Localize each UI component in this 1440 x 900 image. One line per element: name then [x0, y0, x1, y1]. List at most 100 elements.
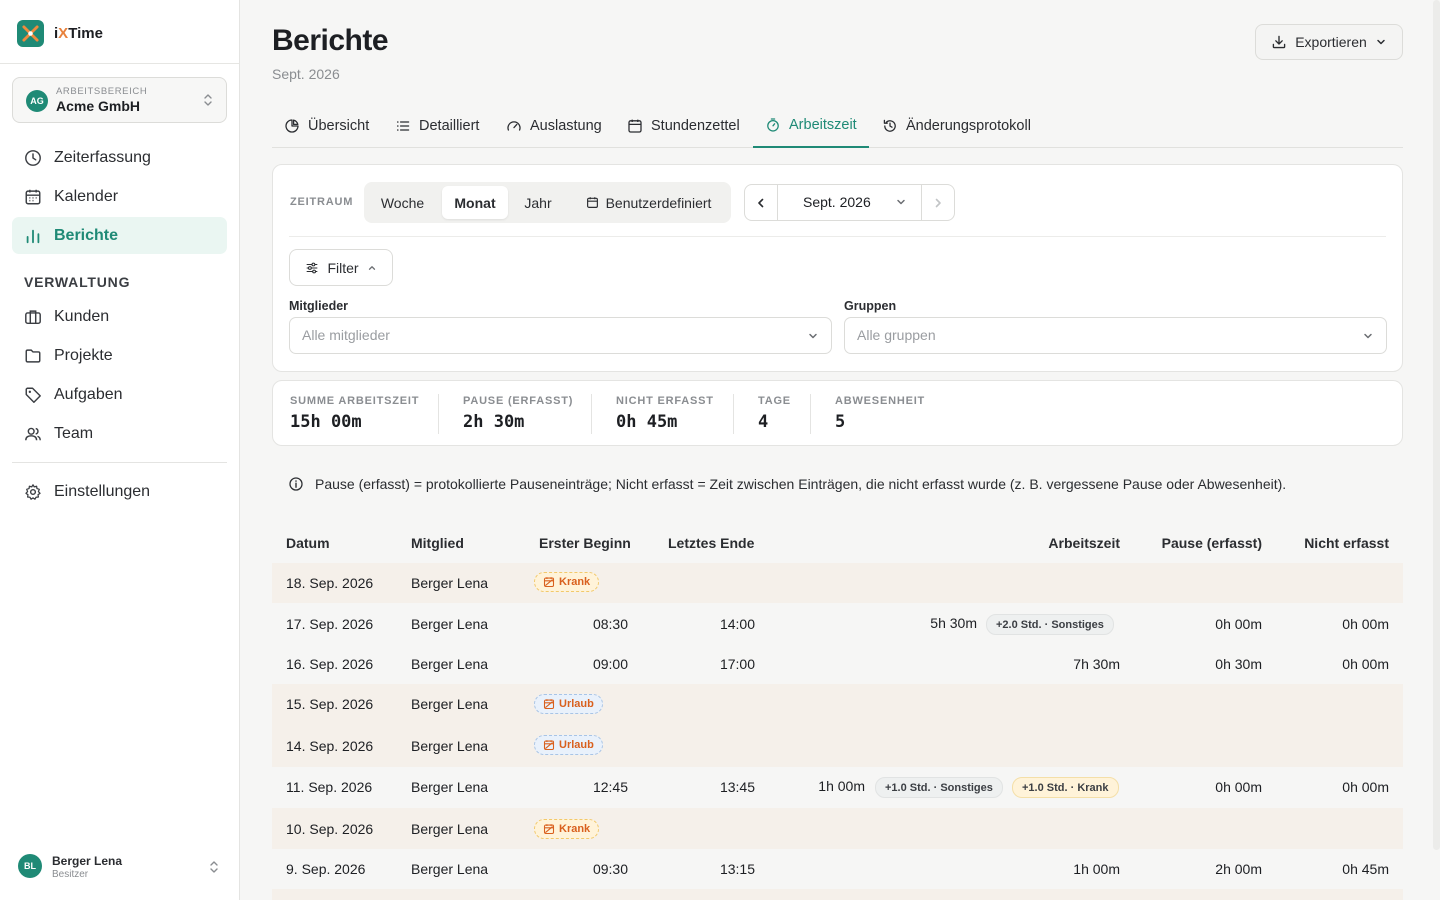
export-button[interactable]: Exportieren: [1255, 24, 1403, 60]
tab-aenderungsprotokoll[interactable]: Änderungsprotokoll: [870, 104, 1043, 148]
period-value[interactable]: Sept. 2026: [803, 194, 871, 210]
table-row[interactable]: 10. Sep. 2026 Berger Lena Krank: [272, 808, 1403, 849]
table-row[interactable]: 18. Sep. 2026 Berger Lena Krank: [272, 563, 1403, 603]
table-row[interactable]: 9. Sep. 2026 Berger Lena 09:30 13:15 1h …: [272, 849, 1403, 889]
nav-item-projekte[interactable]: Projekte: [12, 337, 227, 374]
stat-value: 0h 45m: [616, 412, 678, 432]
stat-untracked: NICHT ERFASST 0h 45m: [616, 395, 714, 432]
nav-item-kunden[interactable]: Kunden: [12, 298, 227, 335]
nav-label: Team: [54, 424, 94, 442]
chevron-down-icon: [809, 333, 817, 339]
absence-badge: Urlaub: [534, 694, 603, 714]
divider: [438, 394, 439, 434]
table-row[interactable]: 16. Sep. 2026 Berger Lena 09:00 17:00 7h…: [272, 644, 1403, 684]
prev-period-button[interactable]: [745, 185, 778, 220]
calendar-off-icon: [543, 577, 555, 588]
nav-label: Aufgaben: [54, 385, 123, 403]
nav-item-team[interactable]: Team: [12, 415, 227, 452]
user-name: Berger Lena: [52, 854, 123, 868]
segment-benutzerdefiniert[interactable]: Benutzerdefiniert: [570, 186, 727, 219]
nav-item-berichte[interactable]: Berichte: [12, 217, 227, 254]
cell-member: Berger Lena: [411, 656, 489, 672]
cell-worktime: 7h 30m: [1073, 656, 1120, 672]
nav-item-zeiterfassung[interactable]: Zeiterfassung: [12, 139, 227, 176]
nav-item-aufgaben[interactable]: Aufgaben: [12, 376, 227, 413]
stat-value: 2h 30m: [463, 412, 525, 432]
table-row-group: [272, 684, 1403, 767]
segment-monat[interactable]: Monat: [442, 186, 508, 219]
groups-input[interactable]: [857, 327, 1337, 343]
col-header-member[interactable]: Mitglied: [411, 535, 464, 551]
user-menu[interactable]: BL Berger Lena Besitzer: [18, 853, 228, 883]
stat-value: 4: [758, 412, 769, 432]
nav-item-einstellungen[interactable]: Einstellungen: [12, 473, 227, 510]
chevron-up-down-icon: [204, 94, 212, 106]
cell-date: 11. Sep. 2026: [286, 779, 373, 795]
extra-hours-pill: +2.0 Std. · Sonstiges: [986, 614, 1114, 635]
tab-arbeitszeit[interactable]: Arbeitszeit: [753, 104, 869, 148]
col-header-first-start[interactable]: Erster Beginn: [539, 535, 631, 551]
bar-chart-icon: [26, 229, 40, 243]
stat-label: ABWESENHEIT: [835, 395, 926, 407]
chevron-down-icon[interactable]: [895, 196, 907, 208]
segment-label: Benutzerdefiniert: [605, 194, 712, 211]
workspace-switcher[interactable]: AG ARBEITSBEREICH Acme GmbH: [12, 77, 227, 123]
table-row[interactable]: [272, 889, 1403, 900]
stat-value: 15h 00m: [290, 412, 362, 432]
tab-auslastung[interactable]: Auslastung: [494, 104, 614, 148]
divider: [289, 236, 1386, 237]
app-name: iXTime: [54, 25, 103, 42]
nav-label: Kunden: [54, 307, 110, 325]
tab-uebersicht[interactable]: Übersicht: [272, 104, 381, 148]
cell-date: 9. Sep. 2026: [286, 861, 366, 877]
col-header-untracked[interactable]: Nicht erfasst: [1304, 535, 1389, 551]
info-note: Pause (erfasst) = protokollierte Pausene…: [288, 476, 1286, 492]
table-row[interactable]: 15. Sep. 2026 Berger Lena Urlaub: [272, 684, 1403, 725]
cell-untracked: 0h 45m: [1342, 861, 1389, 877]
cell-break: 2h 00m: [1215, 861, 1262, 877]
segment-jahr[interactable]: Jahr: [524, 194, 552, 211]
chevron-down-icon: [1377, 39, 1385, 45]
nav-item-kalender[interactable]: Kalender: [12, 178, 227, 215]
table-row[interactable]: 11. Sep. 2026 Berger Lena 12:45 13:45 1h…: [272, 767, 1403, 808]
col-header-worktime[interactable]: Arbeitszeit: [1048, 535, 1120, 551]
chevron-up-down-icon: [210, 861, 218, 873]
brand[interactable]: iXTime: [17, 20, 103, 47]
download-icon: [1272, 35, 1286, 49]
table-row[interactable]: 14. Sep. 2026 Berger Lena Urlaub: [272, 725, 1403, 767]
table-row[interactable]: 17. Sep. 2026 Berger Lena 08:30 14:00 5h…: [272, 603, 1403, 644]
divider: [810, 394, 811, 434]
scrollbar[interactable]: [1433, 0, 1440, 850]
absence-label: Urlaub: [559, 739, 594, 751]
tab-detailliert[interactable]: Detailliert: [383, 104, 491, 148]
cell-last-end: 13:45: [719, 779, 755, 795]
gauge-icon: [507, 121, 521, 131]
cell-worktime: 1h 00m: [818, 778, 865, 794]
app-logo-icon: [17, 20, 44, 47]
col-header-break[interactable]: Pause (erfasst): [1161, 535, 1262, 551]
report-tabs: Übersicht Detailliert Auslastung Stunden…: [272, 104, 1403, 148]
export-label: Exportieren: [1295, 34, 1367, 50]
period-picker: Sept. 2026: [744, 184, 955, 221]
stat-days: TAGE 4: [758, 395, 791, 432]
next-period-button[interactable]: [921, 185, 954, 220]
groups-select[interactable]: [844, 317, 1387, 354]
filter-toggle-button[interactable]: Filter: [289, 249, 393, 286]
period-segmented-control: Woche Monat Jahr Benutzerdefiniert: [364, 182, 731, 223]
members-select[interactable]: [289, 317, 832, 354]
tab-stundenzettel[interactable]: Stundenzettel: [615, 104, 752, 148]
col-header-date[interactable]: Datum: [286, 535, 330, 551]
absence-badge: Krank: [534, 572, 600, 592]
col-header-last-end[interactable]: Letztes Ende: [668, 535, 755, 551]
cell-worktime: 1h 00m: [1073, 861, 1120, 877]
cell-break: 0h 00m: [1215, 616, 1262, 632]
user-role: Besitzer: [52, 869, 89, 880]
cell-first-start: 08:30: [592, 616, 628, 632]
calendar-off-icon: [543, 740, 555, 751]
stat-label: PAUSE (ERFASST): [463, 395, 574, 407]
segment-woche[interactable]: Woche: [380, 194, 425, 211]
members-input[interactable]: [302, 327, 782, 343]
calendar-off-icon: [543, 699, 555, 710]
tab-label: Arbeitszeit: [789, 117, 857, 133]
cell-last-end: 14:00: [719, 616, 755, 632]
